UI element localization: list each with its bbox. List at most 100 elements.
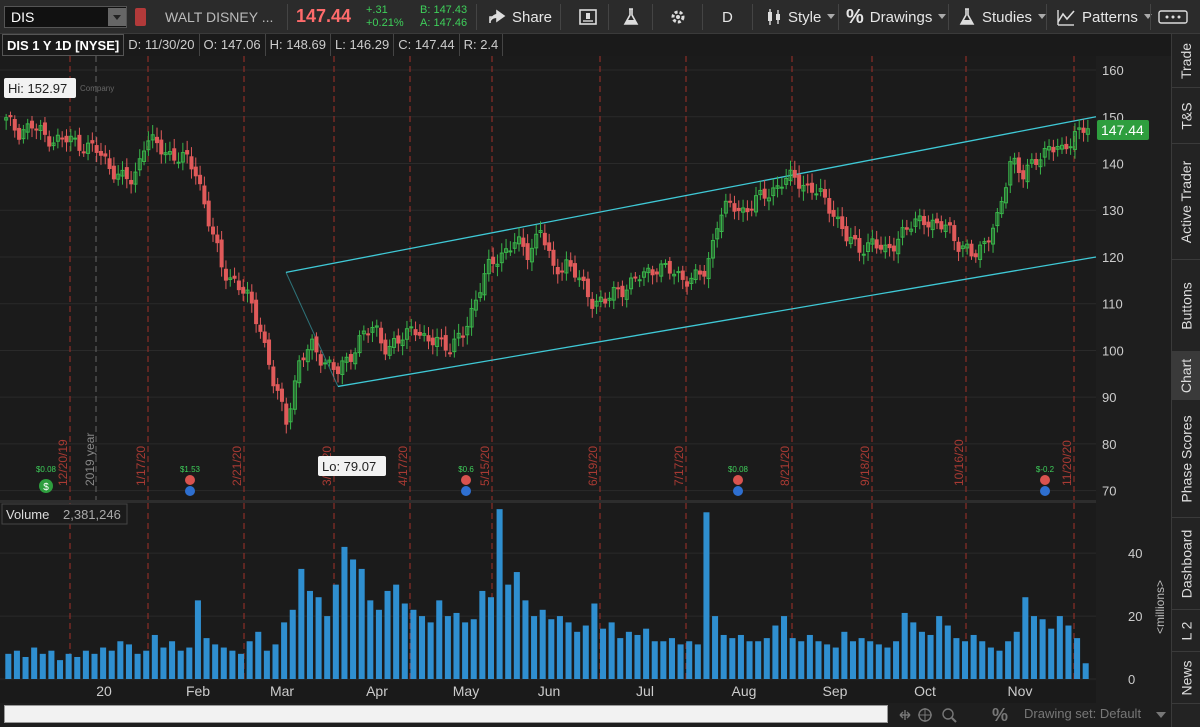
price-axis-tick: 110: [1102, 297, 1123, 312]
price-badge: 147.44: [1097, 120, 1149, 140]
candle-body: [887, 243, 892, 249]
volume-bar: [306, 590, 313, 679]
channel-edge-line: [285, 272, 339, 387]
split-icon[interactable]: [185, 486, 195, 496]
candle-body: [818, 188, 823, 192]
x-axis-tick: Jul: [636, 683, 654, 699]
candle-body: [439, 337, 444, 340]
share-button[interactable]: Share: [488, 0, 552, 34]
x-axis-tick: Feb: [186, 683, 210, 699]
tab-trade[interactable]: Trade: [1172, 34, 1200, 88]
candle-body: [465, 325, 470, 336]
candle-body: [42, 122, 47, 135]
lab-button[interactable]: [622, 0, 640, 34]
volume-bar: [694, 644, 701, 679]
patterns-button[interactable]: Patterns: [1056, 0, 1152, 34]
candle-body: [379, 327, 384, 344]
tab-label: News: [1178, 659, 1195, 696]
candle-body: [228, 277, 233, 281]
chart-symbol-label[interactable]: DIS 1 Y 1D [NYSE]: [2, 34, 125, 56]
candle-body: [86, 142, 91, 154]
price-volume-chart[interactable]: 12/20/191/17/202/21/203/20/204/17/205/15…: [0, 56, 1171, 703]
volume-bar: [556, 616, 563, 679]
horizontal-scrollbar[interactable]: [4, 705, 888, 723]
channel-lower-line[interactable]: [337, 256, 1097, 388]
pan-icon[interactable]: [899, 710, 911, 720]
zoom-icon[interactable]: [942, 708, 957, 723]
candle-body: [732, 203, 737, 212]
candle-body: [25, 123, 30, 133]
tab-l-2[interactable]: L 2: [1172, 610, 1200, 652]
split-icon[interactable]: [461, 486, 471, 496]
volume-bar: [608, 622, 615, 679]
share-label: Share: [512, 8, 553, 26]
candle-body: [211, 226, 216, 235]
candle-body: [387, 345, 392, 356]
candle-body: [1047, 146, 1052, 151]
volume-bar: [858, 638, 865, 679]
volume-label: Volume: [6, 507, 49, 522]
earnings-icon[interactable]: [733, 475, 743, 485]
timeframe-button[interactable]: D: [722, 0, 733, 34]
candle-body: [516, 236, 521, 245]
tab-active-trader[interactable]: Active Trader: [1172, 144, 1200, 260]
candle-body: [797, 174, 802, 189]
svg-text:%: %: [992, 705, 1008, 725]
earnings-icon[interactable]: [1040, 475, 1050, 485]
volume-bar: [151, 634, 158, 679]
volume-bar: [996, 650, 1003, 679]
volume-header: Volume 2,381,246: [1, 503, 128, 525]
symbol-dropdown-button[interactable]: [108, 8, 126, 26]
more-button[interactable]: [1158, 0, 1188, 34]
candle-body: [947, 222, 952, 226]
candle-body: [262, 331, 267, 343]
candle-body: [917, 215, 922, 222]
settings-button[interactable]: [668, 0, 688, 34]
candle-body: [340, 360, 345, 375]
earnings-icon[interactable]: [185, 475, 195, 485]
volume-bar: [824, 644, 831, 679]
candle-body: [137, 158, 142, 171]
notes-button[interactable]: [578, 0, 598, 34]
event-markers[interactable]: $0.08 $ $1.53 $0.6 $0.08 $-0.2: [36, 465, 1055, 496]
date-marker-label: 7/17/20: [672, 446, 686, 486]
volume-bar: [910, 622, 917, 679]
tab-t-s[interactable]: T&S: [1172, 88, 1200, 144]
regression-channel[interactable]: [285, 116, 1097, 388]
candle-body: [555, 266, 560, 275]
drawing-set-selector[interactable]: Drawing set: Default: [1024, 706, 1142, 721]
symbol-input[interactable]: DIS: [4, 6, 127, 28]
candle-body: [870, 238, 875, 245]
flag-icon[interactable]: [135, 8, 146, 26]
volume-bar: [884, 647, 891, 679]
earnings-icon[interactable]: [461, 475, 471, 485]
channel-upper-line[interactable]: [285, 116, 1097, 274]
candle-body: [103, 153, 108, 157]
candle-body: [956, 241, 961, 252]
tab-news[interactable]: News: [1172, 652, 1200, 704]
volume-bar: [513, 572, 520, 679]
studies-button[interactable]: Studies: [958, 0, 1047, 34]
volume-bar: [936, 616, 943, 679]
tab-buttons[interactable]: Buttons: [1172, 260, 1200, 352]
volume-bar: [962, 641, 969, 679]
candle-body: [172, 148, 177, 161]
volume-bar: [479, 590, 486, 679]
candle-body: [348, 354, 353, 362]
tab-chart[interactable]: Chart: [1172, 352, 1200, 400]
drawings-button[interactable]: % Drawings: [846, 0, 947, 34]
crosshair-icon[interactable]: [918, 708, 932, 722]
candle-body: [930, 219, 935, 231]
split-icon[interactable]: [733, 486, 743, 496]
candle-body: [30, 120, 35, 129]
style-button[interactable]: Style: [766, 0, 836, 34]
percent-icon[interactable]: %: [992, 705, 1008, 725]
tab-phase-scores[interactable]: Phase Scores: [1172, 400, 1200, 518]
volume-bar: [944, 625, 951, 679]
candle-body: [749, 208, 754, 211]
dividend-icon[interactable]: [39, 479, 53, 493]
candle-body: [822, 189, 827, 198]
chevron-down-icon[interactable]: [1156, 710, 1166, 720]
split-icon[interactable]: [1040, 486, 1050, 496]
tab-dashboard[interactable]: Dashboard: [1172, 518, 1200, 610]
